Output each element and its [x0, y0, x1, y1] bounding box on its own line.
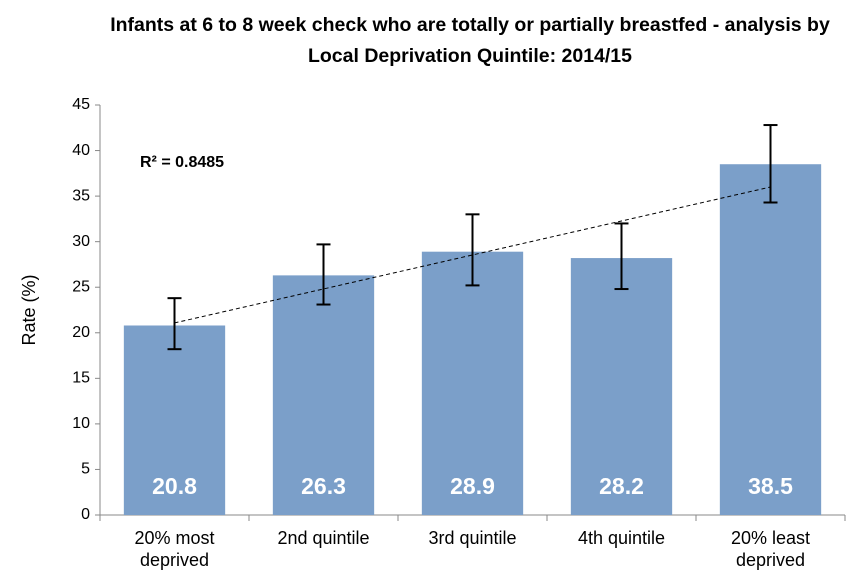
y-tick-label: 25	[72, 278, 90, 295]
value-label: 28.2	[599, 473, 644, 499]
bar	[421, 251, 524, 515]
x-tick-label: 2nd quintile	[277, 528, 370, 548]
y-tick-label: 10	[72, 415, 90, 432]
trendline-annotation: R² = 0.8485	[140, 154, 224, 171]
x-tick-label: 20% least deprived	[730, 528, 811, 570]
y-tick-label: 5	[81, 461, 90, 478]
x-tick-label: 20% most deprived	[134, 528, 215, 570]
y-tick-label: 15	[72, 370, 90, 387]
y-axis-label: Rate (%)	[19, 274, 39, 345]
y-tick-label: 45	[72, 96, 90, 113]
y-tick-label: 0	[81, 506, 90, 523]
y-tick-label: 20	[72, 324, 90, 341]
value-label: 20.8	[152, 473, 197, 499]
value-label: 26.3	[301, 473, 346, 499]
value-label: 38.5	[748, 473, 793, 499]
bar	[123, 325, 226, 515]
trendline	[174, 186, 771, 324]
y-tick-label: 30	[72, 233, 90, 250]
x-tick-label: 4th quintile	[577, 528, 666, 548]
bar	[719, 164, 822, 515]
chart-title: Infants at 6 to 8 week check who are tot…	[110, 14, 830, 67]
y-tick-label: 40	[72, 142, 90, 159]
x-tick-label: 3rd quintile	[428, 528, 517, 548]
bar	[570, 258, 673, 515]
y-tick-label: 35	[72, 187, 90, 204]
value-label: 28.9	[450, 473, 495, 499]
bar	[272, 275, 375, 515]
